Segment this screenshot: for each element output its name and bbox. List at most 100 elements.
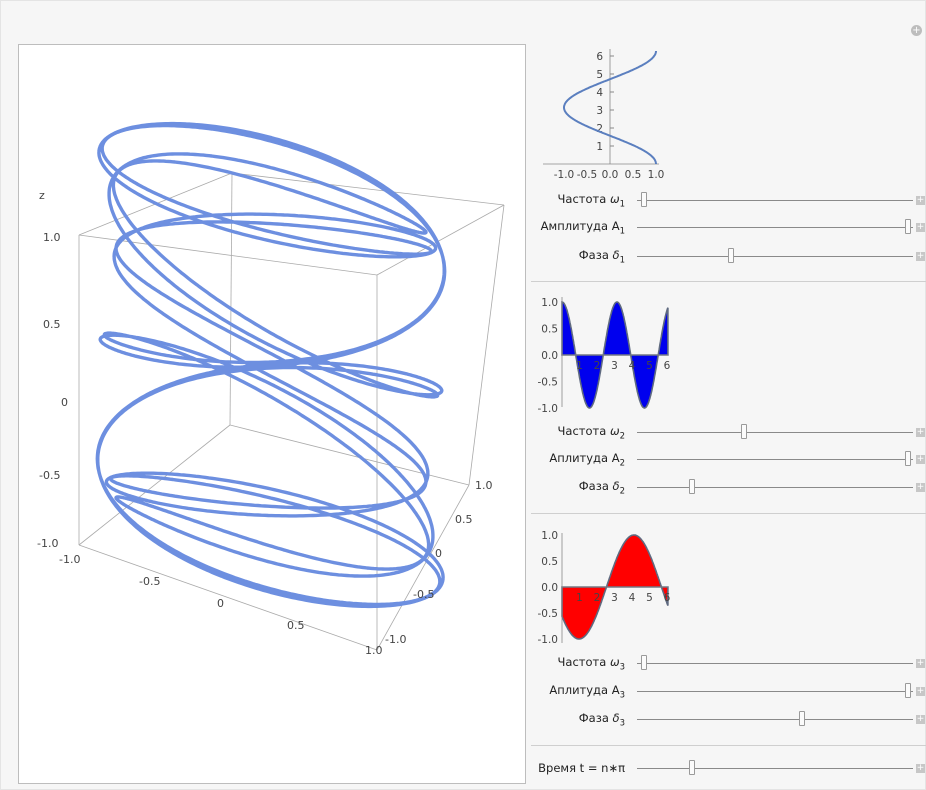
slider-subscript: 1 [619,199,625,210]
z-axis-label: z [39,189,45,202]
slider-symbol: ω [609,655,620,669]
slider-track[interactable] [637,691,913,692]
expand-controls-icon[interactable]: + [916,454,925,464]
tick-label: -1.0 [554,169,575,181]
tick-label: -1.0 [538,634,559,646]
section-divider [531,745,926,746]
slider-subscript: 2 [619,486,625,497]
slider-label: Аплитуда A2 [549,451,625,468]
tick-label: 1 [596,141,603,153]
z-tick-label: 0 [61,396,68,409]
tick-label: -0.5 [577,169,598,181]
expand-controls-icon[interactable]: + [916,222,925,232]
slider-track[interactable] [637,459,913,460]
expand-controls-icon[interactable]: + [916,658,925,668]
tick-label: 2 [596,123,603,135]
parametric-curve [95,121,447,609]
slider-thumb[interactable] [728,248,735,263]
slider-thumb[interactable] [799,711,806,726]
tick-label: 5 [596,69,603,81]
slider-label: Частота ω2 [558,424,625,441]
slider-symbol: δ [612,711,620,725]
slider-label-text: Амплитуда A [540,219,620,233]
slider-track[interactable] [637,768,913,769]
tick-label: 0.0 [541,582,558,594]
tick-label: 4 [629,360,636,372]
slider-subscript: 3 [619,690,625,701]
tick-label: 3 [596,105,603,117]
slider-label: Фаза δ2 [579,479,625,496]
slider-thumb[interactable] [905,219,911,234]
slider-symbol: δ [612,479,620,493]
slider-track[interactable] [637,200,913,201]
slider-track[interactable] [637,256,913,257]
slider-thumb[interactable] [641,192,647,207]
slider-symbol: ω [609,192,620,206]
expand-controls-icon[interactable]: + [916,195,925,205]
tick-label: 1.0 [648,169,665,181]
slider-track[interactable] [637,227,913,228]
tick-label: 0.5 [541,556,558,568]
tick-label: 1.0 [541,297,558,309]
slider-thumb[interactable] [741,424,748,439]
slider-label-text: Частота [557,655,610,669]
tick-label: 4 [629,592,636,604]
tick-label: 6 [664,592,671,604]
slider-label: Амплитуда A1 [541,219,625,236]
slider-subscript: 2 [619,431,625,442]
slider-track[interactable] [637,719,913,720]
tick-label: 1 [576,360,583,372]
add-icon[interactable]: + [911,25,922,36]
tick-label: 0.0 [602,169,619,181]
slider-track[interactable] [637,487,913,488]
slider-label-text: Частота [557,192,610,206]
slider-track[interactable] [637,432,913,433]
slider-thumb[interactable] [688,760,695,775]
slider-label-text: Аплитуда A [549,451,620,465]
tick-label: -0.5 [538,377,559,389]
slider-thumb[interactable] [641,655,647,670]
expand-controls-icon[interactable]: + [916,251,925,261]
slider-thumb[interactable] [905,451,911,466]
slider-thumb[interactable] [688,479,695,494]
tick-label: 6 [596,51,603,63]
y-tick-labels: 1.0 0.5 0 -0.5 -1.0 [385,479,493,646]
slider-subscript: 1 [619,255,625,266]
x-tick-label: -1.0 [59,553,80,566]
curve-path [95,121,447,609]
bounding-box [78,172,505,651]
z-tick-label: -0.5 [39,469,60,482]
expand-controls-icon[interactable]: + [916,482,925,492]
slider-label: Частота ω1 [558,192,625,209]
slider-label-text: Фаза [578,711,613,725]
expand-controls-icon[interactable]: + [916,714,925,724]
slider-label: Фаза δ1 [579,248,625,265]
slider-symbol: δ [612,248,620,262]
plot-3d: z 1.0 0.5 0 -0.5 -1.0 -1.0 -0.5 0 0.5 1.… [18,44,526,784]
section-divider [531,513,926,514]
slider-label: Аплитуда A3 [549,683,625,700]
expand-controls-icon[interactable]: + [916,427,925,437]
mini-plot-1: 6 5 4 3 2 1 -1.0 -0.5 0.0 0.5 1.0 [543,49,665,181]
y-tick-label: -0.5 [413,588,434,601]
x-tick-label: -0.5 [139,575,160,588]
expand-controls-icon[interactable]: + [916,686,925,696]
time-slider-label: Время t = n∗π [538,761,625,775]
x-tick-label: 0.5 [287,619,305,632]
expand-controls-icon[interactable]: + [916,763,925,773]
tick-label: 2 [594,592,601,604]
x-tick-labels: -1.0 -0.5 0 0.5 1.0 [59,553,383,657]
slider-track[interactable] [637,663,913,664]
slider-subscript: 2 [619,458,625,469]
tick-label: 5 [646,360,653,372]
slider-label: Частота ω3 [558,655,625,672]
section-divider [531,281,926,282]
slider-thumb[interactable] [905,683,911,698]
z-tick-label: 1.0 [43,231,61,244]
y-tick-label: -1.0 [385,633,406,646]
tick-label: 2 [594,360,601,372]
slider-label: Фаза δ3 [579,711,625,728]
